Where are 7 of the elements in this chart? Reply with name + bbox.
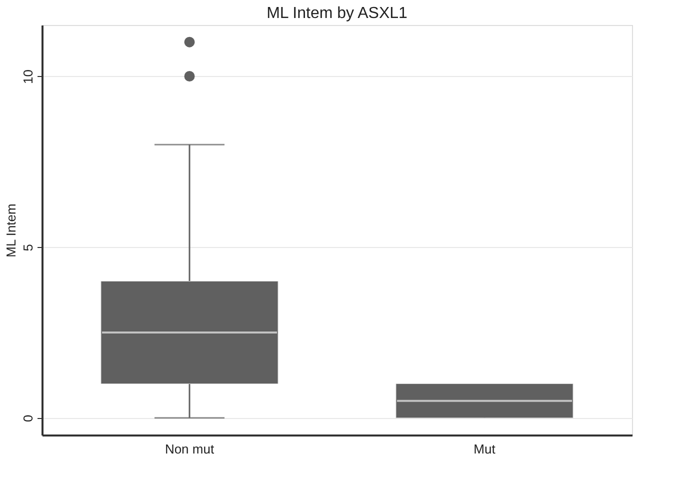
x-tick-label: Non mut bbox=[164, 442, 214, 456]
y-tick-label: 10 bbox=[20, 70, 36, 84]
y-tick-label: 5 bbox=[20, 244, 36, 252]
chart-title: ML Intem by ASXL1 bbox=[266, 5, 408, 22]
y-axis-title: ML Intem bbox=[4, 204, 18, 258]
y-tick-label: 0 bbox=[20, 414, 36, 422]
x-tick-label: Mut bbox=[474, 442, 496, 456]
